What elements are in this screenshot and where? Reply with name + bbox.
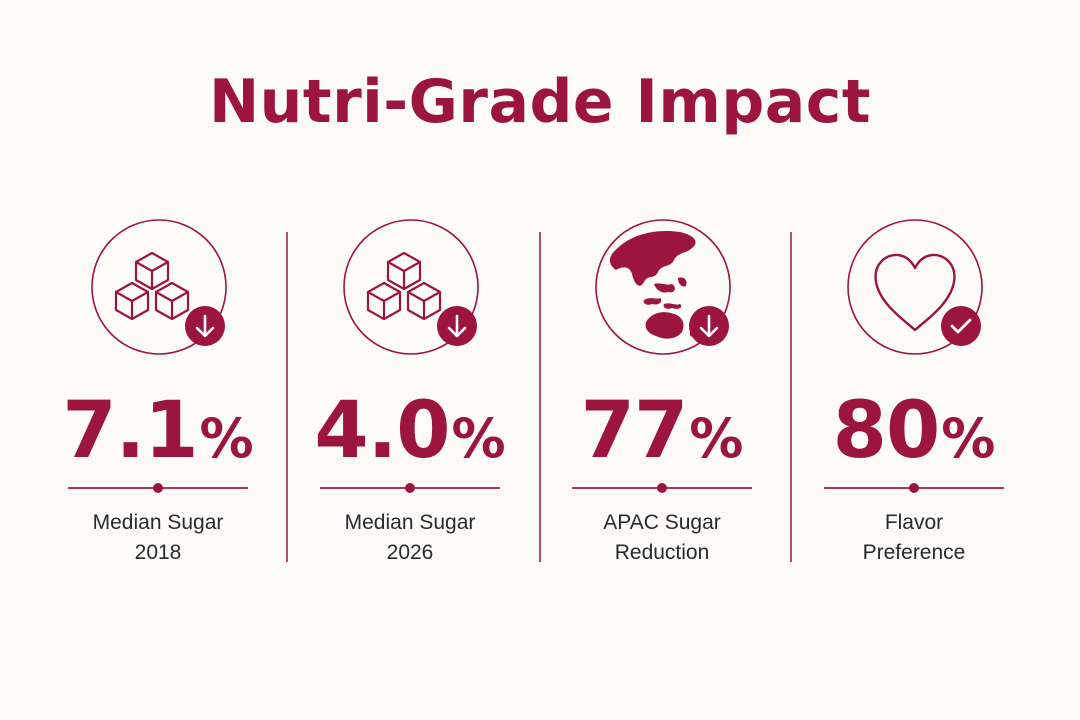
dot-rule-divider	[572, 482, 752, 494]
checkmark-badge-icon	[941, 306, 981, 346]
globe-apac-icon	[594, 218, 732, 356]
heart-icon	[846, 218, 984, 356]
down-arrow-badge-icon	[689, 306, 729, 346]
stat-value: 7.1%	[62, 386, 254, 476]
dot-rule-divider	[68, 482, 248, 494]
down-arrow-badge-icon	[185, 306, 225, 346]
column-divider	[539, 232, 541, 562]
dot-rule-divider	[320, 482, 500, 494]
sugar-cubes-icon	[90, 218, 228, 356]
page-title: Nutri-Grade Impact	[208, 67, 872, 137]
sugar-cubes-icon	[342, 218, 480, 356]
column-divider	[286, 232, 288, 562]
column-divider	[790, 232, 792, 562]
dot-rule-divider	[824, 482, 1004, 494]
stat-label: Median Sugar 2018	[92, 511, 224, 564]
down-arrow-badge-icon	[437, 306, 477, 346]
stat-card-median-sugar-2018: 7.1% Median Sugar 2018	[32, 218, 284, 578]
stat-value: 80%	[832, 386, 996, 476]
stat-label: Median Sugar 2026	[344, 511, 476, 564]
stat-card-flavor-preference: 80% Flavor Preference	[788, 218, 1040, 578]
stat-value: 4.0%	[314, 386, 506, 476]
stat-label: APAC Sugar Reduction	[603, 511, 721, 564]
stat-label: Flavor Preference	[862, 511, 966, 564]
stat-card-apac-sugar-reduction: 77% APAC Sugar Reduction	[536, 218, 788, 578]
stat-value: 77%	[580, 386, 744, 476]
stat-card-median-sugar-2026: 4.0% Median Sugar 2026	[284, 218, 536, 578]
